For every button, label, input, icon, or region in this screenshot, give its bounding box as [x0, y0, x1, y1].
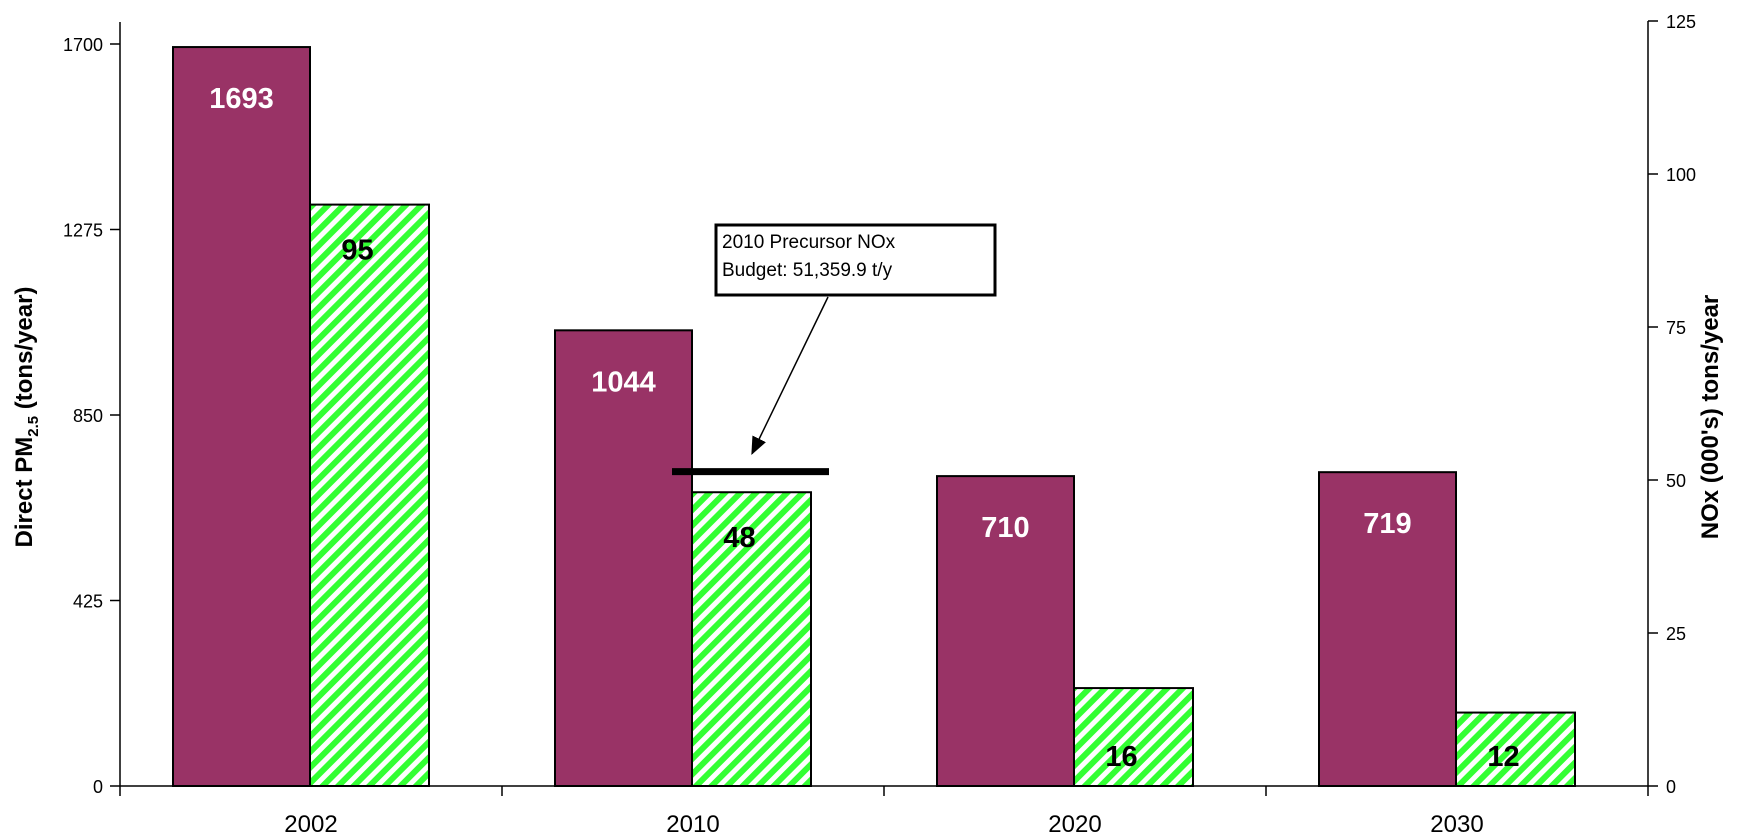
pm-bar-2002 — [172, 46, 311, 787]
nox-bar-2020 — [1073, 687, 1194, 788]
right-tick-label: 125 — [1666, 12, 1696, 32]
right-axis-title: NOx (000's) tons/year — [1697, 295, 1724, 539]
x-tick-label-2002: 2002 — [284, 811, 337, 838]
nox-data-label-2020: 16 — [1105, 741, 1137, 773]
left-axis-title-subscript: 2.5 — [25, 416, 42, 437]
right-tick-label: 100 — [1666, 165, 1696, 185]
callout-text-line: 2010 Precursor NOx — [722, 232, 896, 253]
right-tick-label: 0 — [1666, 777, 1676, 797]
pm-data-label-2030: 719 — [1363, 508, 1411, 540]
left-tick-label: 1275 — [63, 221, 103, 241]
left-tick-label: 850 — [73, 406, 103, 426]
left-axis-title-rest: (tons/year) — [11, 287, 38, 416]
left-axis-title: Direct PM2.5 (tons/year) — [11, 287, 42, 548]
right-tick-label: 75 — [1666, 318, 1686, 338]
left-tick-label: 1700 — [63, 35, 103, 55]
pm-bar-2010 — [554, 329, 693, 787]
left-tick-label: 0 — [93, 777, 103, 797]
callout-text-line: Budget: 51,359.9 t/y — [722, 260, 893, 281]
pm-data-label-2020: 710 — [981, 512, 1029, 544]
left-axis-title-main: Direct PM — [11, 437, 38, 548]
x-tick-label-2020: 2020 — [1048, 811, 1101, 838]
x-tick-label-2030: 2030 — [1430, 811, 1483, 838]
nox-bar-2010 — [691, 491, 812, 787]
nox-data-label-2010: 48 — [723, 522, 755, 554]
right-tick-label: 50 — [1666, 471, 1686, 491]
callout-arrow — [751, 296, 829, 456]
nox-data-label-2030: 12 — [1487, 741, 1519, 773]
pm-data-label-2010: 1044 — [591, 366, 656, 398]
pm-bar-2030 — [1318, 471, 1457, 787]
right-tick-label: 25 — [1666, 624, 1686, 644]
pm-data-label-2002: 1693 — [209, 83, 274, 115]
pm-bar-2020 — [936, 475, 1075, 787]
nox-bar-2002 — [309, 203, 430, 788]
nox-data-label-2002: 95 — [341, 235, 373, 267]
left-tick-label: 425 — [73, 592, 103, 612]
x-tick-label-2010: 2010 — [666, 811, 719, 838]
callout-box — [714, 223, 997, 297]
